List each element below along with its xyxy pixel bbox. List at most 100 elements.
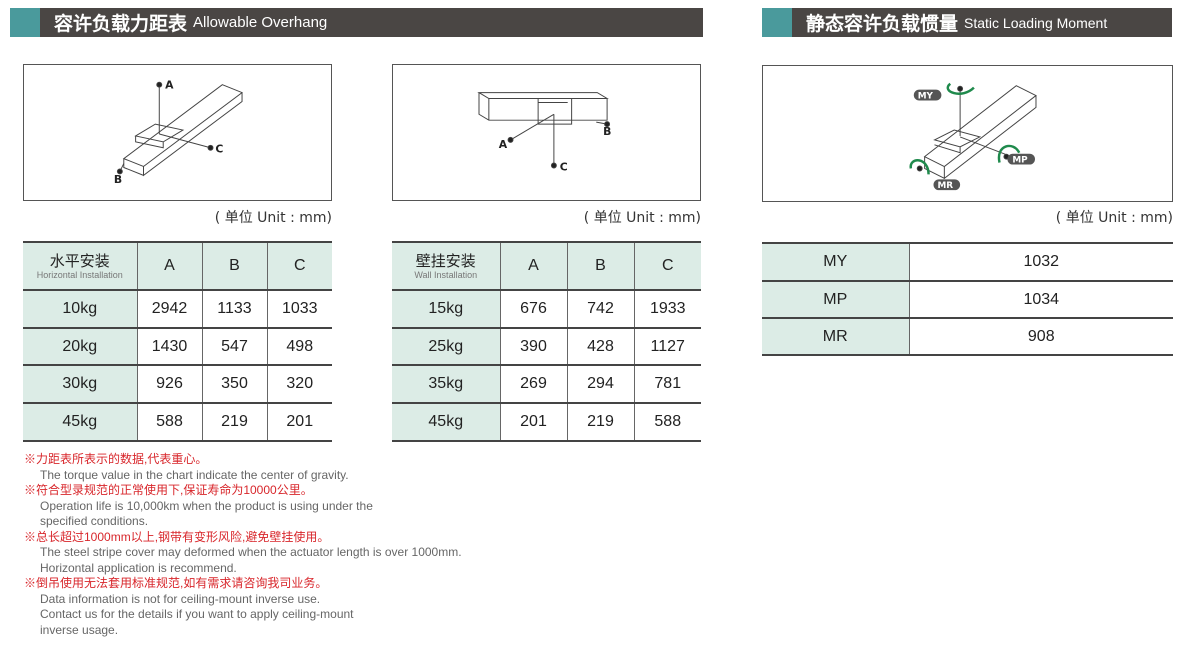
value-b: 428 bbox=[566, 327, 634, 366]
note-en: Operation life is 10,000km when the prod… bbox=[40, 498, 373, 513]
value-b: 350 bbox=[201, 364, 267, 404]
load: 15kg bbox=[392, 289, 500, 329]
note-zh: ※力距表所表示的数据,代表重心。 bbox=[24, 452, 208, 466]
note-en: The torque value in the chart indicate t… bbox=[40, 467, 349, 482]
value-c: 320 bbox=[266, 364, 332, 404]
table-row: 10kg 2942 1133 1033 bbox=[23, 289, 332, 329]
title-zh: 容许负载力距表 bbox=[54, 13, 188, 35]
title-en: Allowable Overhang bbox=[193, 14, 328, 31]
table-header: 水平安装 Horizontal Installation A B C bbox=[23, 241, 332, 291]
moment-value: 1034 bbox=[908, 280, 1173, 319]
note-en: specified conditions. bbox=[40, 514, 149, 528]
horizontal-installation-table: 水平安装 Horizontal Installation A B C 10kg 29… bbox=[23, 241, 332, 442]
value-b: 219 bbox=[201, 402, 267, 442]
table-row: 15kg 676 742 1933 bbox=[392, 289, 701, 329]
header-zh: 水平安装 bbox=[49, 252, 110, 270]
label-a: A bbox=[165, 79, 174, 92]
value-a: 2942 bbox=[136, 289, 202, 329]
load: 10kg bbox=[23, 289, 137, 329]
table-row: MY 1032 bbox=[762, 242, 1173, 282]
note-en: Contact us for the details if you want t… bbox=[40, 607, 354, 621]
value-c: 588 bbox=[633, 402, 701, 442]
col-c: C bbox=[266, 241, 332, 291]
label-a: A bbox=[499, 138, 508, 151]
col-a: A bbox=[136, 241, 202, 291]
value-b: 547 bbox=[201, 327, 267, 366]
header-en: Wall Installation bbox=[414, 269, 478, 280]
value-a: 588 bbox=[136, 402, 202, 442]
col-b: B bbox=[566, 241, 634, 291]
title-accent bbox=[10, 8, 40, 37]
col-c: C bbox=[633, 241, 701, 291]
value-a: 1430 bbox=[136, 327, 202, 366]
load: 45kg bbox=[392, 402, 500, 442]
note-en: inverse usage. bbox=[40, 622, 119, 637]
label-b: B bbox=[603, 125, 611, 138]
table-row: 25kg 390 428 1127 bbox=[392, 327, 701, 366]
value-c: 1127 bbox=[633, 327, 701, 366]
load: 20kg bbox=[23, 327, 137, 366]
label-my: MY bbox=[918, 92, 934, 102]
horizontal-mount-diagram: A C B bbox=[23, 64, 332, 201]
wall-installation-table: 壁挂安装 Wall Installation A B C 15kg 676 742 19… bbox=[392, 241, 701, 442]
moment-label: MP bbox=[762, 280, 909, 319]
label-c: C bbox=[215, 143, 223, 156]
moment-label: MR bbox=[762, 317, 909, 356]
label-c: C bbox=[560, 160, 568, 173]
table-row: MP 1034 bbox=[762, 280, 1173, 319]
note-zh: ※总长超过1000mm以上,钢带有变形风险,避免壁挂使用。 bbox=[24, 529, 330, 544]
value-a: 676 bbox=[499, 289, 567, 329]
table-header: 壁挂安装 Wall Installation A B C bbox=[392, 241, 701, 291]
value-c: 201 bbox=[266, 402, 332, 442]
label-mp: MP bbox=[1012, 156, 1028, 166]
col-b: B bbox=[201, 241, 267, 291]
note-zh: ※符合型录规范的正常使用下,保证寿命为10000公里。 bbox=[24, 483, 313, 497]
title-accent bbox=[762, 8, 792, 37]
table-row: 45kg 201 219 588 bbox=[392, 402, 701, 442]
moment-label: MY bbox=[762, 242, 909, 282]
table-row: 30kg 926 350 320 bbox=[23, 364, 332, 404]
unit-label: ( 单位 Unit : mm) bbox=[1055, 210, 1173, 226]
value-b: 742 bbox=[566, 289, 634, 329]
value-c: 781 bbox=[633, 364, 701, 404]
note-en: Horizontal application is recommend. bbox=[40, 560, 237, 575]
note-zh: ※倒吊使用无法套用标准规范,如有需求请咨询我司业务。 bbox=[24, 576, 328, 590]
table-row: MR 908 bbox=[762, 317, 1173, 356]
notes: ※力距表所表示的数据,代表重心。 The torque value in the… bbox=[24, 452, 462, 638]
unit-label: ( 单位 Unit : mm) bbox=[214, 210, 332, 226]
static-moment-title: 静态容许负载惯量 Static Loading Moment bbox=[762, 8, 1172, 37]
value-a: 269 bbox=[499, 364, 567, 404]
note-en: The steel stripe cover may deformed when… bbox=[40, 545, 462, 559]
wall-mount-diagram: A B C bbox=[392, 64, 701, 201]
label-mr: MR bbox=[937, 181, 953, 191]
title-en: Static Loading Moment bbox=[964, 14, 1108, 31]
static-moment-table: MY 1032 MP 1034 MR 908 bbox=[762, 242, 1173, 356]
moment-value: 908 bbox=[908, 317, 1173, 356]
header-zh: 壁挂安装 bbox=[415, 252, 476, 270]
value-a: 926 bbox=[136, 364, 202, 404]
table-row: 20kg 1430 547 498 bbox=[23, 327, 332, 366]
col-a: A bbox=[499, 241, 567, 291]
value-c: 498 bbox=[266, 327, 332, 366]
value-c: 1033 bbox=[266, 289, 332, 329]
title-zh: 静态容许负载惯量 bbox=[806, 13, 959, 35]
value-c: 1933 bbox=[633, 289, 701, 329]
load: 30kg bbox=[23, 364, 137, 404]
value-b: 219 bbox=[566, 402, 634, 442]
value-b: 1133 bbox=[201, 289, 267, 329]
moment-value: 1032 bbox=[908, 242, 1173, 282]
value-a: 201 bbox=[499, 402, 567, 442]
note-en: Data information is not for ceiling-moun… bbox=[40, 591, 321, 606]
value-a: 390 bbox=[499, 327, 567, 366]
header-en: Horizontal Installation bbox=[36, 269, 123, 280]
allowable-overhang-title: 容许负载力距表 Allowable Overhang bbox=[10, 8, 703, 37]
load: 45kg bbox=[23, 402, 137, 442]
table-row: 35kg 269 294 781 bbox=[392, 364, 701, 404]
static-moment-diagram: MY MP MR bbox=[762, 65, 1173, 202]
label-b: B bbox=[114, 173, 122, 186]
table-row: 45kg 588 219 201 bbox=[23, 402, 332, 442]
value-b: 294 bbox=[566, 364, 634, 404]
load: 25kg bbox=[392, 327, 500, 366]
unit-label: ( 单位 Unit : mm) bbox=[583, 210, 701, 226]
load: 35kg bbox=[392, 364, 500, 404]
